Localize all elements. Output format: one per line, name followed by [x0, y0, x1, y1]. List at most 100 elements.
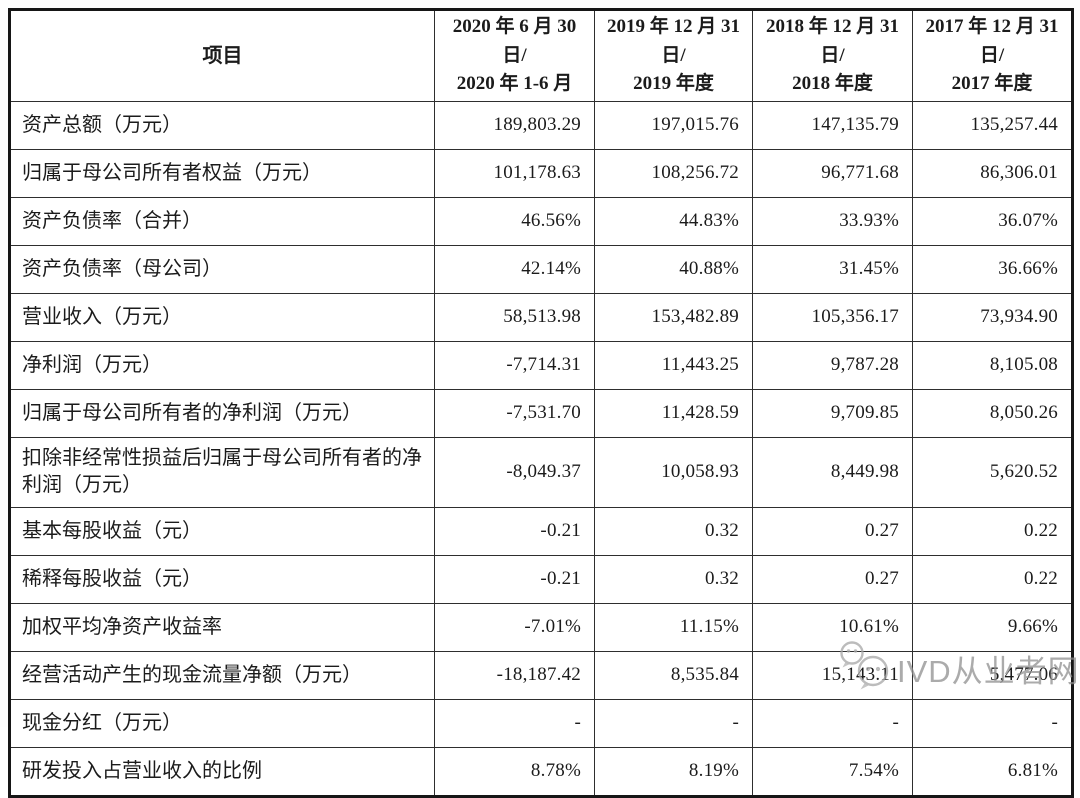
cell-value: 9,787.28 — [752, 340, 913, 390]
cell-value: 10.61% — [752, 602, 913, 652]
table-row: 扣除非经常性损益后归属于母公司所有者的净利润（万元） -8,049.37 10,05… — [9, 436, 1073, 508]
row-label: 资产总额（万元） — [9, 100, 435, 150]
table-row: 基本每股收益（元） -0.21 0.32 0.27 0.22 — [9, 506, 1073, 556]
header-period-line2: 2018 年度 — [792, 73, 873, 94]
cell-value: 36.66% — [912, 244, 1073, 294]
row-label: 稀释每股收益（元） — [9, 554, 435, 604]
cell-value: 8,449.98 — [752, 436, 913, 508]
cell-value: -0.21 — [434, 506, 595, 556]
cell-value: 147,135.79 — [752, 100, 913, 150]
cell-value: - — [434, 698, 595, 748]
header-period-2018: 2018 年 12 月 31 日/ 2018 年度 — [752, 9, 913, 102]
cell-value: 40.88% — [594, 244, 753, 294]
header-period-line2: 2017 年度 — [951, 73, 1033, 94]
table-row: 归属于母公司所有者的净利润（万元） -7,531.70 11,428.59 9,709… — [9, 388, 1073, 438]
row-label: 资产负债率（母公司） — [9, 244, 435, 294]
financial-summary-table: 项目 2020 年 6 月 30 日/ 2020 年 1-6 月 2019 年 … — [8, 8, 1074, 798]
cell-value: - — [912, 698, 1073, 748]
row-label: 归属于母公司所有者权益（万元） — [9, 148, 435, 198]
cell-value: 11.15% — [594, 602, 753, 652]
cell-value: 0.32 — [594, 554, 753, 604]
cell-value: 6.81% — [912, 746, 1073, 797]
cell-value: 108,256.72 — [594, 148, 753, 198]
table-row: 资产负债率（母公司） 42.14% 40.88% 31.45% 36.66% — [9, 244, 1073, 294]
cell-value: 8.78% — [434, 746, 595, 797]
cell-value: -7.01% — [434, 602, 595, 652]
cell-value: 7.54% — [752, 746, 913, 797]
cell-value: 31.45% — [752, 244, 913, 294]
cell-value: 189,803.29 — [434, 100, 595, 150]
cell-value: 9.66% — [912, 602, 1073, 652]
row-label: 扣除非经常性损益后归属于母公司所有者的净利润（万元） — [9, 436, 435, 508]
header-period-2020h1: 2020 年 6 月 30 日/ 2020 年 1-6 月 — [434, 9, 595, 102]
header-period-line1: 2017 年 12 月 31 日/ — [925, 16, 1059, 66]
cell-value: 58,513.98 — [434, 292, 595, 342]
header-period-line1: 2018 年 12 月 31 日/ — [765, 16, 899, 66]
header-period-line2: 2019 年度 — [633, 73, 714, 94]
cell-value: -0.21 — [434, 554, 595, 604]
table-row: 研发投入占营业收入的比例 8.78% 8.19% 7.54% 6.81% — [9, 746, 1073, 797]
row-label: 基本每股收益（元） — [9, 506, 435, 556]
row-label: 加权平均净资产收益率 — [9, 602, 435, 652]
cell-value: 0.22 — [912, 506, 1073, 556]
cell-value: 0.27 — [752, 554, 913, 604]
cell-value: 73,934.90 — [912, 292, 1073, 342]
header-period-2019: 2019 年 12 月 31 日/ 2019 年度 — [594, 9, 753, 102]
cell-value: 0.27 — [752, 506, 913, 556]
cell-value: 33.93% — [752, 196, 913, 246]
header-period-line1: 2020 年 6 月 30 日/ — [452, 16, 577, 66]
row-label: 研发投入占营业收入的比例 — [9, 746, 435, 797]
table-row: 经营活动产生的现金流量净额（万元） -18,187.42 8,535.84 15,14… — [9, 650, 1073, 700]
header-period-2017: 2017 年 12 月 31 日/ 2017 年度 — [912, 9, 1073, 102]
cell-value: 46.56% — [434, 196, 595, 246]
table-body: 资产总额（万元） 189,803.29 197,015.76 147,135.79 13… — [9, 100, 1073, 797]
table-row: 归属于母公司所有者权益（万元） 101,178.63 108,256.72 96,77… — [9, 148, 1073, 198]
header-row: 项目 2020 年 6 月 30 日/ 2020 年 1-6 月 2019 年 … — [9, 9, 1073, 102]
cell-value: 42.14% — [434, 244, 595, 294]
header-period-line2: 2020 年 1-6 月 — [456, 73, 573, 94]
table-row: 资产总额（万元） 189,803.29 197,015.76 147,135.79 13… — [9, 100, 1073, 150]
cell-value: 9,709.85 — [752, 388, 913, 438]
cell-value: 197,015.76 — [594, 100, 753, 150]
row-label: 营业收入（万元） — [9, 292, 435, 342]
row-label: 净利润（万元） — [9, 340, 435, 390]
cell-value: 8,535.84 — [594, 650, 753, 700]
cell-value: -7,714.31 — [434, 340, 595, 390]
cell-value: 36.07% — [912, 196, 1073, 246]
table-row: 现金分红（万元） - - - - — [9, 698, 1073, 748]
cell-value: - — [594, 698, 753, 748]
document-page: 项目 2020 年 6 月 30 日/ 2020 年 1-6 月 2019 年 … — [8, 8, 1079, 798]
cell-value: 5,620.52 — [912, 436, 1073, 508]
table-row: 净利润（万元） -7,714.31 11,443.25 9,787.28 8,105.0… — [9, 340, 1073, 390]
row-label: 现金分红（万元） — [9, 698, 435, 748]
cell-value: 96,771.68 — [752, 148, 913, 198]
cell-value: 105,356.17 — [752, 292, 913, 342]
row-label: 经营活动产生的现金流量净额（万元） — [9, 650, 435, 700]
cell-value: 135,257.44 — [912, 100, 1073, 150]
cell-value: -7,531.70 — [434, 388, 595, 438]
row-label: 资产负债率（合并） — [9, 196, 435, 246]
cell-value: 8,050.26 — [912, 388, 1073, 438]
table-row: 稀释每股收益（元） -0.21 0.32 0.27 0.22 — [9, 554, 1073, 604]
table-row: 资产负债率（合并） 46.56% 44.83% 33.93% 36.07% — [9, 196, 1073, 246]
cell-value: 8,105.08 — [912, 340, 1073, 390]
cell-value: 86,306.01 — [912, 148, 1073, 198]
header-period-line1: 2019 年 12 月 31 日/ — [606, 16, 740, 66]
cell-value: 0.22 — [912, 554, 1073, 604]
cell-value: - — [752, 698, 913, 748]
cell-value: 101,178.63 — [434, 148, 595, 198]
cell-value: 153,482.89 — [594, 292, 753, 342]
cell-value: 11,428.59 — [594, 388, 753, 438]
table-row: 营业收入（万元） 58,513.98 153,482.89 105,356.17 73,… — [9, 292, 1073, 342]
cell-value: 0.32 — [594, 506, 753, 556]
cell-value: 10,058.93 — [594, 436, 753, 508]
cell-value: -18,187.42 — [434, 650, 595, 700]
cell-value: 5,477.06 — [912, 650, 1073, 700]
table-row: 加权平均净资产收益率 -7.01% 11.15% 10.61% 9.66% — [9, 602, 1073, 652]
cell-value: 15,143.11 — [752, 650, 913, 700]
header-item: 项目 — [9, 9, 435, 102]
cell-value: -8,049.37 — [434, 436, 595, 508]
row-label: 归属于母公司所有者的净利润（万元） — [9, 388, 435, 438]
cell-value: 11,443.25 — [594, 340, 753, 390]
cell-value: 44.83% — [594, 196, 753, 246]
